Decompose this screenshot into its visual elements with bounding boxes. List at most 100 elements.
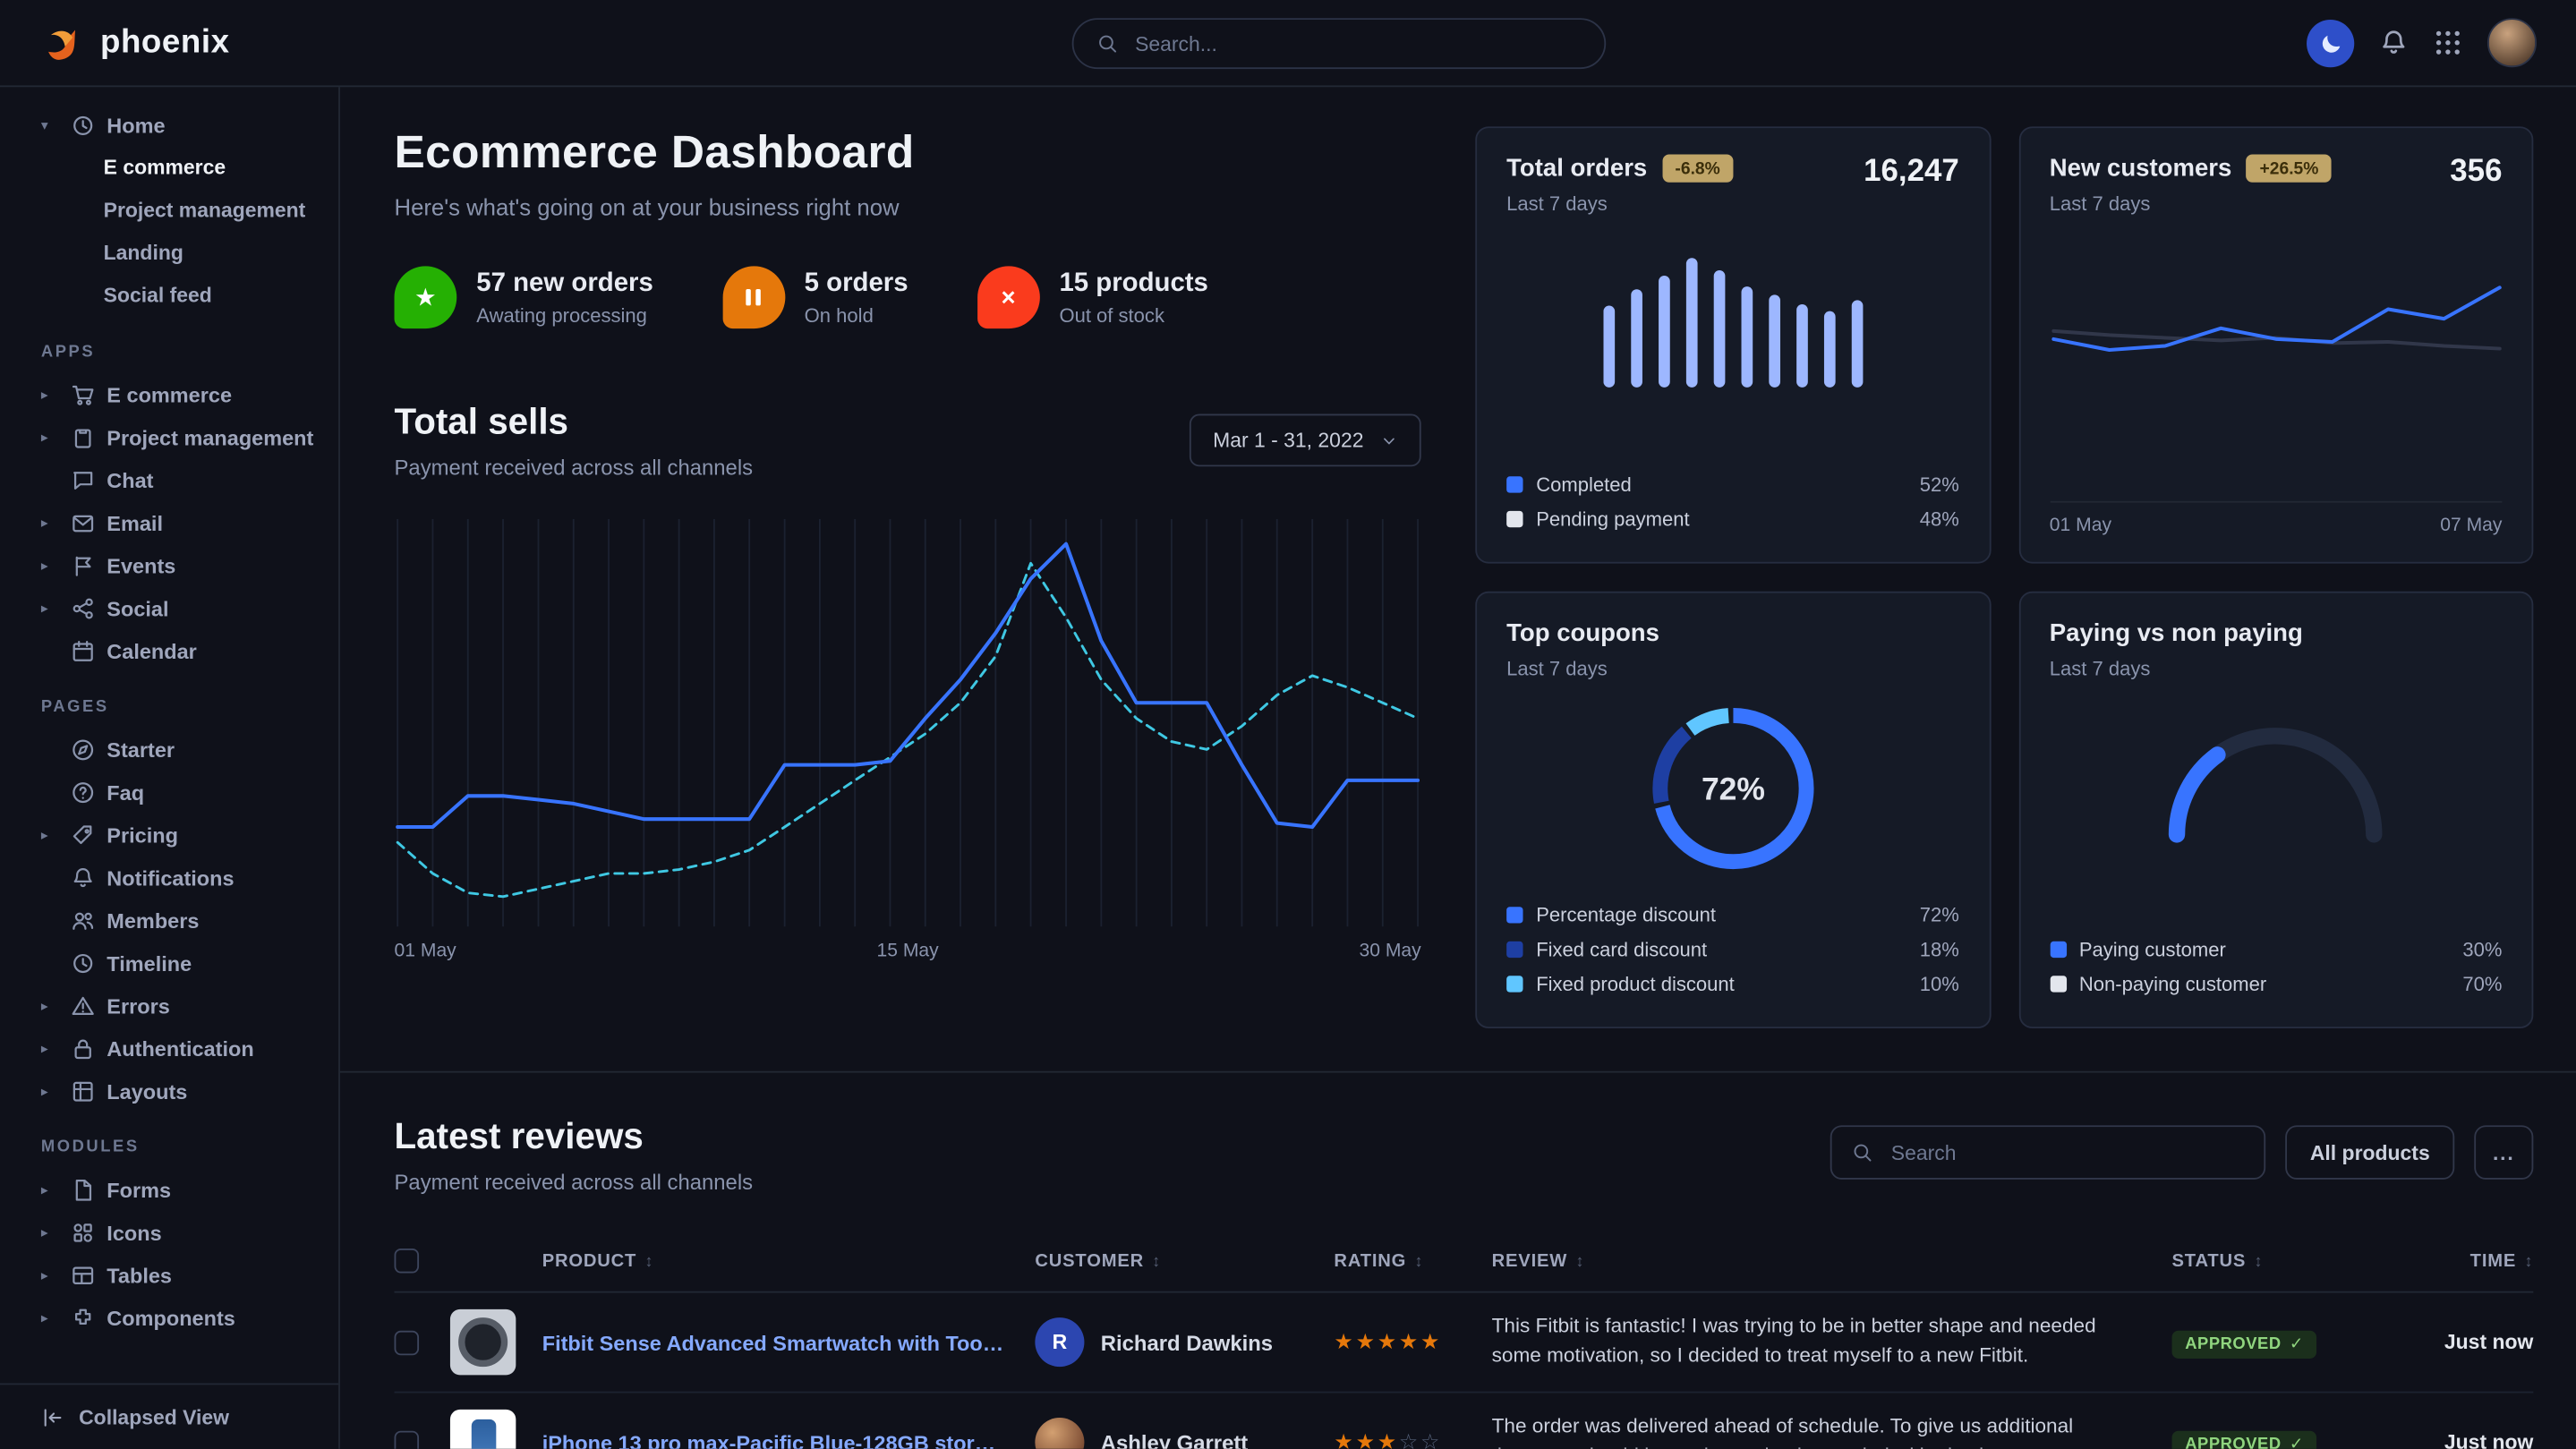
caret-icon: ▸ bbox=[40, 1038, 48, 1056]
sidebar-item-label: Events bbox=[107, 552, 176, 578]
stat-item: ★ 57 new orders Awating processing bbox=[394, 266, 653, 329]
sidebar-item[interactable]: ▾ Home bbox=[0, 104, 338, 147]
legend-label: Fixed card discount bbox=[1536, 937, 1708, 960]
bar bbox=[1685, 258, 1698, 388]
line-series-primary bbox=[2051, 286, 2501, 352]
sidebar-item[interactable]: Starter bbox=[0, 728, 338, 771]
sidebar-item[interactable]: ▸ Layouts bbox=[0, 1070, 338, 1112]
collapse-icon bbox=[41, 1405, 64, 1428]
column-header-status[interactable]: STATUS bbox=[2172, 1251, 2383, 1271]
caret-icon: ▸ bbox=[40, 428, 48, 445]
row-checkbox[interactable] bbox=[394, 1429, 420, 1449]
bar bbox=[1768, 294, 1780, 388]
date-range-select[interactable]: Mar 1 - 31, 2022 bbox=[1190, 413, 1421, 467]
sidebar-item[interactable]: ▸ E commerce bbox=[0, 373, 338, 416]
reviews-search-input[interactable] bbox=[1888, 1138, 2245, 1166]
status-cell: APPROVED ✓ bbox=[2171, 1427, 2383, 1449]
share-icon bbox=[71, 595, 96, 620]
customer-avatar bbox=[1035, 1418, 1085, 1449]
sidebar-section-label: APPS bbox=[40, 343, 96, 362]
product-thumbnail[interactable] bbox=[449, 1308, 516, 1376]
sidebar-item[interactable]: Calendar bbox=[0, 629, 338, 672]
sidebar-item[interactable]: Social feed bbox=[0, 275, 338, 318]
sort-icon bbox=[2254, 1251, 2263, 1271]
sidebar-item[interactable]: Faq bbox=[0, 771, 338, 814]
sidebar-item[interactable]: Landing bbox=[0, 232, 338, 275]
global-search-input[interactable] bbox=[1131, 30, 1582, 57]
sidebar-item[interactable]: Notifications bbox=[0, 856, 338, 899]
sidebar-item[interactable]: ▸ Authentication bbox=[0, 1027, 338, 1070]
new-customers-badge: +26.5% bbox=[2246, 154, 2333, 183]
notifications-button[interactable] bbox=[2379, 28, 2409, 57]
brand-logo[interactable]: phoenix bbox=[39, 20, 230, 65]
sidebar-item-label: Notifications bbox=[107, 865, 235, 890]
select-all-checkbox[interactable] bbox=[394, 1248, 420, 1274]
legend-label: Completed bbox=[1536, 472, 1632, 496]
paying-legend: Paying customer 30% Non-paying customer … bbox=[2049, 932, 2503, 1001]
sidebar-item[interactable]: ▸ Social bbox=[0, 586, 338, 629]
tag-icon bbox=[71, 823, 96, 848]
sort-icon bbox=[1152, 1251, 1161, 1271]
caret-icon: ▸ bbox=[40, 1308, 48, 1325]
column-header-time[interactable]: TIME bbox=[2470, 1251, 2534, 1271]
theme-toggle-button[interactable] bbox=[2307, 19, 2355, 67]
review-text: The order was delivered ahead of schedul… bbox=[1491, 1414, 2074, 1449]
more-options-button[interactable]: ... bbox=[2474, 1125, 2534, 1180]
status-badge: APPROVED ✓ bbox=[2171, 1429, 2317, 1449]
sidebar-item[interactable]: Project management bbox=[0, 189, 338, 232]
legend-item: Pending payment 48% bbox=[1506, 501, 1959, 536]
customer-name: Richard Dawkins bbox=[1100, 1329, 1274, 1355]
sidebar-item[interactable]: ▸ Events bbox=[0, 544, 338, 587]
calendar-icon bbox=[71, 638, 96, 663]
sidebar-item[interactable]: ▸ Project management bbox=[0, 415, 338, 458]
column-header-product[interactable]: PRODUCT bbox=[542, 1251, 1036, 1271]
sidebar-item[interactable]: Timeline bbox=[0, 942, 338, 984]
global-search[interactable] bbox=[1072, 18, 1607, 70]
sidebar-item[interactable]: ▸ Errors bbox=[0, 984, 338, 1027]
total-orders-legend: Completed 52% Pending payment 48% bbox=[1506, 466, 1959, 535]
column-header-rating[interactable]: RATING bbox=[1334, 1251, 1491, 1271]
product-link[interactable]: iPhone 13 pro max-Pacific Blue-128GB sto… bbox=[542, 1429, 1011, 1449]
card-period: Last 7 days bbox=[2049, 192, 2151, 216]
sidebar-item[interactable]: ▸ Tables bbox=[0, 1253, 338, 1296]
legend-value: 18% bbox=[1919, 937, 1959, 960]
sidebar-item[interactable]: ▸ Email bbox=[0, 501, 338, 544]
all-products-button[interactable]: All products bbox=[2285, 1125, 2455, 1180]
legend-swatch bbox=[1506, 940, 1523, 958]
column-header-customer[interactable]: CUSTOMER bbox=[1035, 1251, 1334, 1271]
kpi-cards: Total orders -6.8% Last 7 days 16,247 bbox=[1475, 87, 2576, 1070]
review-time: Just now bbox=[2444, 1430, 2534, 1449]
product-thumbnail[interactable] bbox=[449, 1409, 516, 1449]
donut-center-label: 72% bbox=[1701, 771, 1764, 806]
apps-grid-button[interactable] bbox=[2433, 28, 2462, 57]
sidebar-item[interactable]: ▸ Pricing bbox=[0, 814, 338, 857]
quick-stats: ★ 57 new orders Awating processing 5 ord… bbox=[394, 266, 1421, 329]
sidebar-item-label: Forms bbox=[107, 1177, 172, 1202]
clock-icon bbox=[71, 113, 96, 138]
legend-value: 48% bbox=[1919, 507, 1959, 530]
sidebar-item-label: Project management bbox=[107, 424, 314, 450]
sidebar-item[interactable]: Members bbox=[0, 899, 338, 942]
column-header-review[interactable]: REVIEW bbox=[1492, 1251, 2172, 1271]
bar bbox=[1851, 300, 1863, 388]
user-avatar[interactable] bbox=[2486, 18, 2538, 68]
total-orders-card: Total orders -6.8% Last 7 days 16,247 bbox=[1475, 126, 1991, 564]
row-checkbox[interactable] bbox=[394, 1329, 420, 1355]
legend-label: Fixed product discount bbox=[1536, 971, 1735, 995]
sidebar-item[interactable]: ▸ Icons bbox=[0, 1211, 338, 1254]
sidebar-item[interactable]: ▸ Components bbox=[0, 1296, 338, 1339]
bar bbox=[1630, 289, 1642, 388]
table-header-row: PRODUCT CUSTOMER RATING REVIEW STATUS TI… bbox=[394, 1231, 2534, 1293]
total-sells-subtitle: Payment received across all channels bbox=[394, 455, 754, 480]
product-link[interactable]: Fitbit Sense Advanced Smartwatch with To… bbox=[542, 1329, 1036, 1355]
icons-icon bbox=[71, 1220, 96, 1245]
line-series-secondary bbox=[396, 561, 1420, 899]
sidebar-item[interactable]: E commerce bbox=[0, 146, 338, 189]
sort-icon bbox=[644, 1251, 653, 1271]
legend-value: 70% bbox=[2462, 971, 2503, 995]
sidebar-item[interactable]: ▸ Forms bbox=[0, 1168, 338, 1211]
reviews-search[interactable] bbox=[1830, 1125, 2266, 1180]
collapsed-view-toggle[interactable]: Collapsed View bbox=[0, 1383, 339, 1448]
sidebar-item[interactable]: Chat bbox=[0, 458, 338, 501]
legend-swatch bbox=[1506, 906, 1523, 923]
